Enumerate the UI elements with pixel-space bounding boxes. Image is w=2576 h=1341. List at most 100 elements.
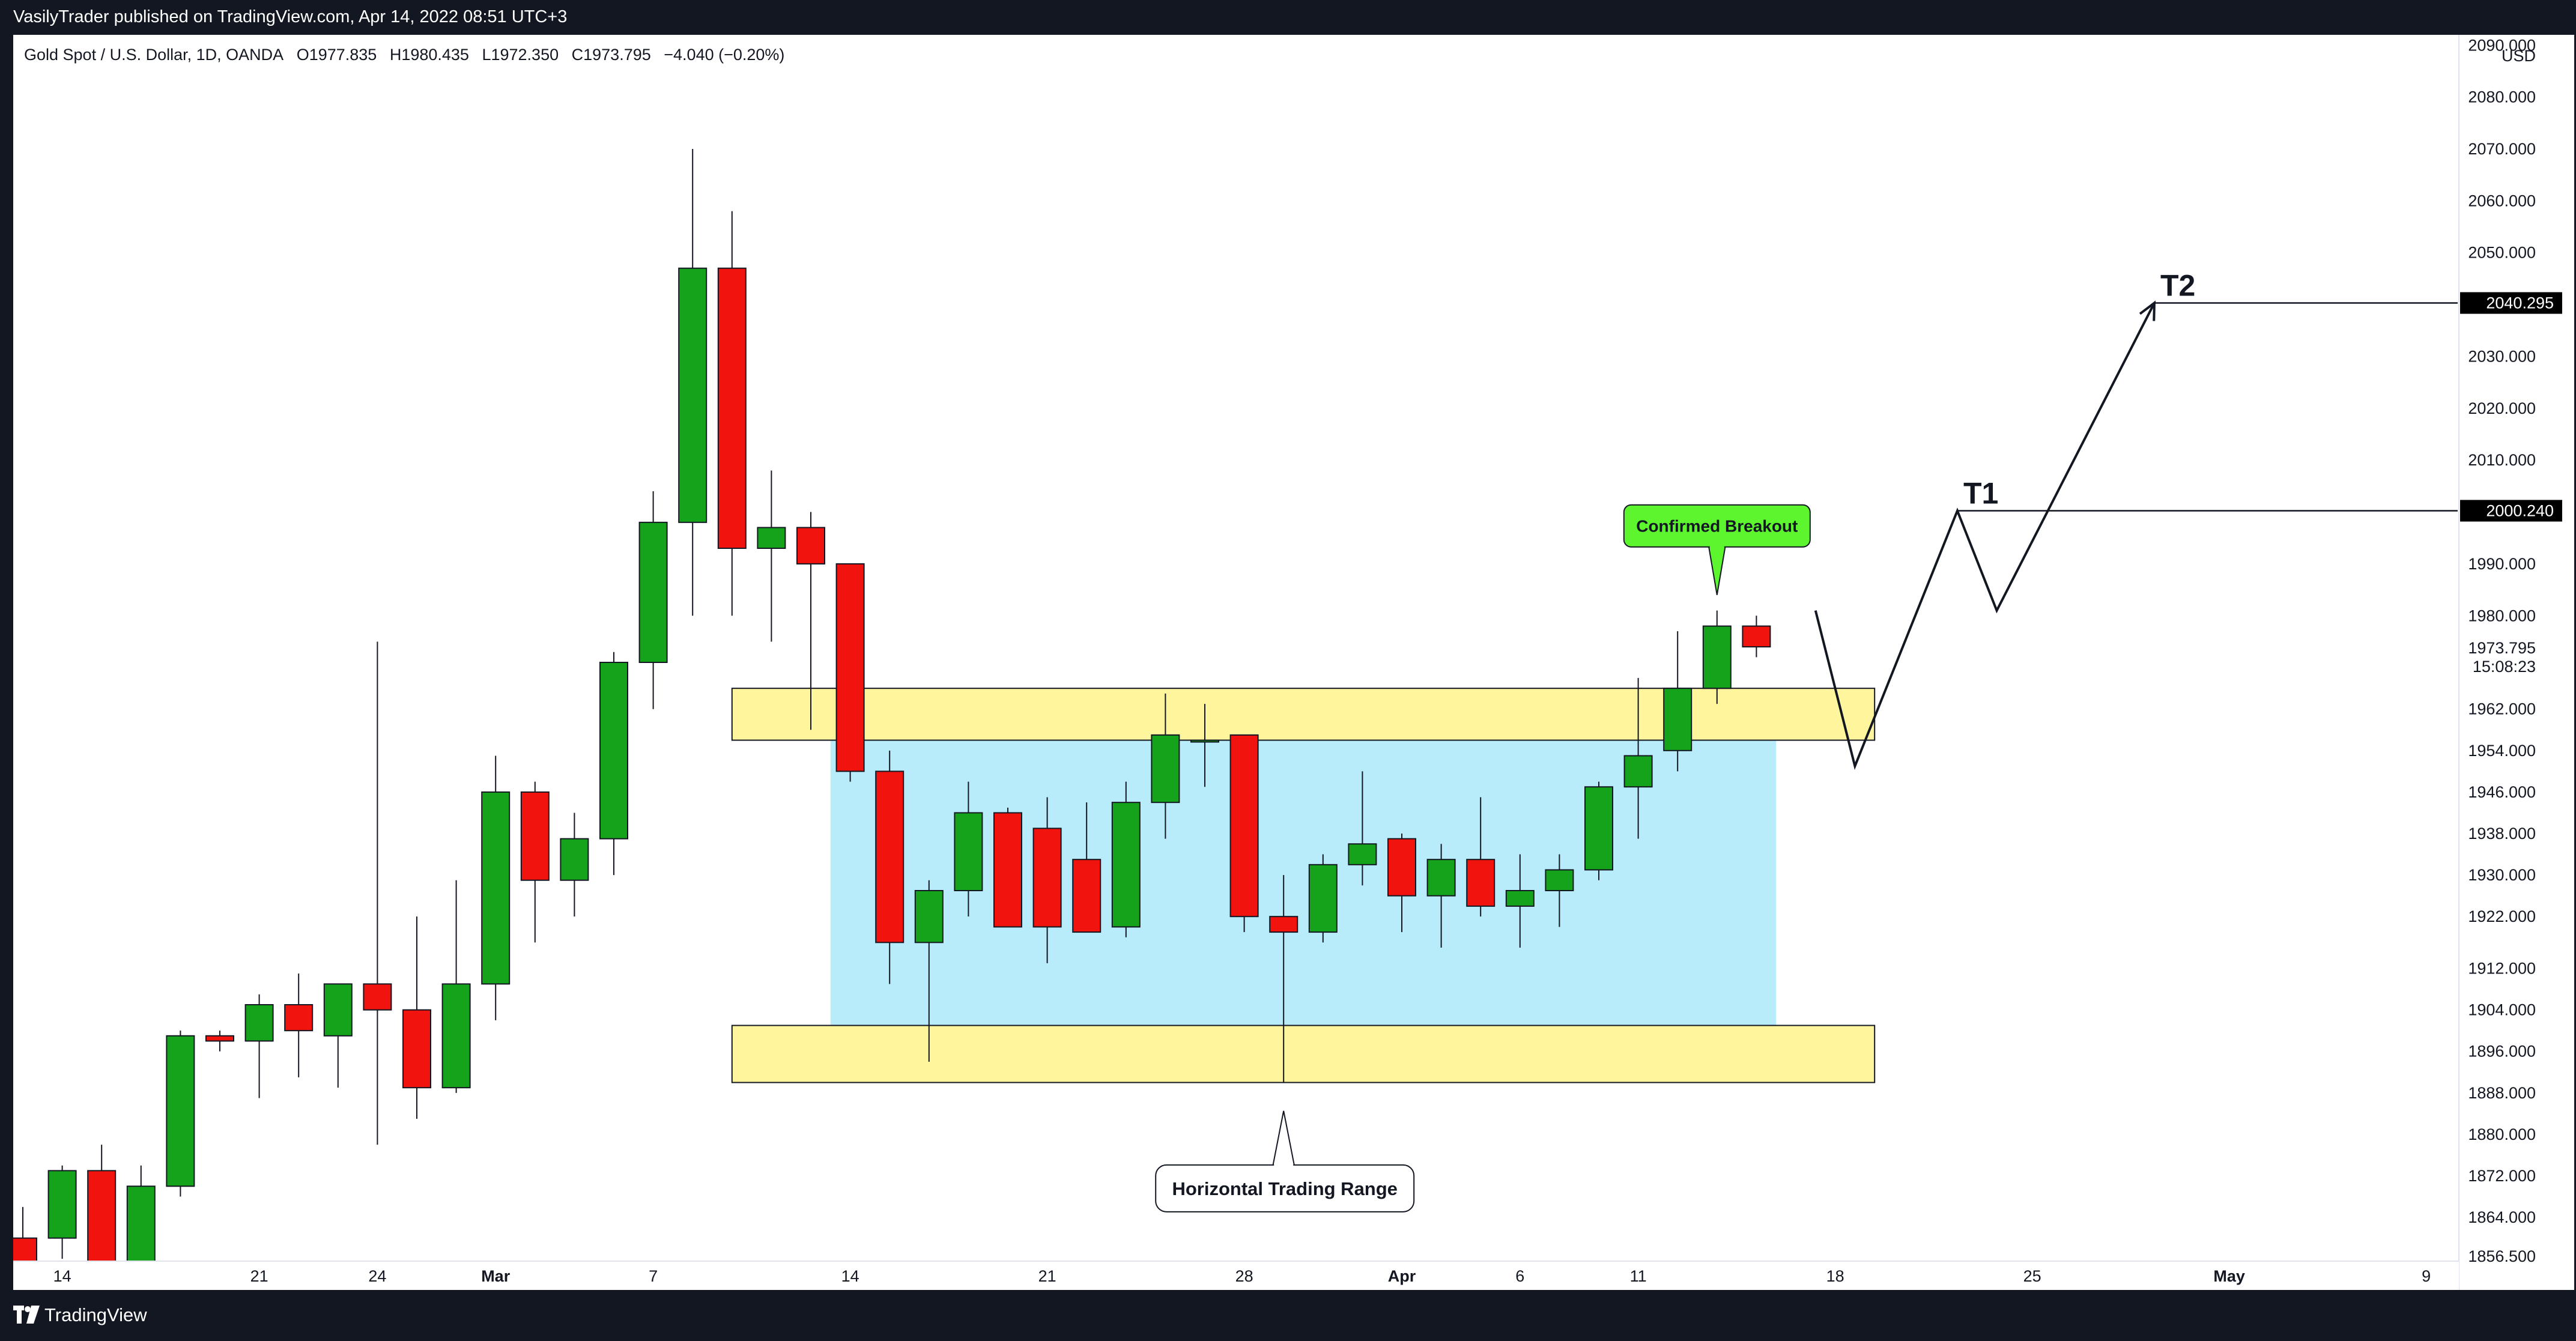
y-tick-label: 1856.500 [2468,1247,2536,1265]
breakout-callout: Confirmed Breakout [1623,504,1811,595]
legend-symbol: Gold Spot / U.S. Dollar, 1D, OANDA [24,46,284,64]
candle [481,755,511,1020]
x-tick-label: 11 [1630,1267,1647,1285]
candle [993,807,1022,928]
candle [1269,875,1299,1083]
callout-joint [1274,1163,1294,1167]
candle [205,1031,234,1052]
trading-range [830,740,1777,1026]
candle [757,470,786,642]
x-tick-label: 7 [649,1267,658,1285]
callout-joint [1709,544,1724,548]
candle [520,781,550,943]
x-tick-label: 21 [1038,1267,1056,1285]
candle-body-down [993,812,1022,928]
legend-high: H1980.435 [389,46,469,64]
x-tick-label: 18 [1826,1267,1844,1285]
y-tick-label: 2010.000 [2468,451,2536,469]
y-tick-label: 2080.000 [2468,88,2536,106]
x-tick-label: 14 [841,1267,859,1285]
candle [835,563,865,782]
target-price-badge [2460,292,2562,314]
y-tick-label: 1980.000 [2468,607,2536,625]
candle-body-up [244,1004,274,1042]
x-tick-label: 14 [53,1267,71,1285]
callout-text: Horizontal Trading Range [1172,1178,1397,1199]
candle-body-down [363,983,392,1011]
y-tick-label: 1946.000 [2468,783,2536,801]
candle-body-up [441,983,471,1089]
candle-body-down [1269,916,1299,933]
candle [638,491,668,709]
target-label: T1 [1963,476,1998,510]
candle [1111,781,1141,937]
y-tick-label: 1922.000 [2468,907,2536,925]
bottom-bar: TradingView [0,1290,2576,1341]
support-zone [731,1025,1876,1083]
candle-body-up [1545,869,1574,892]
candle-layer [13,149,1771,1280]
y-tick-label: 2090.000 [2468,36,2536,54]
candle-body-up [560,838,589,881]
candle-body-up [1584,786,1613,871]
candle [284,973,314,1077]
y-tick-label: 1888.000 [2468,1084,2536,1102]
candle-body-up [1151,734,1180,804]
candle-body-down [87,1170,117,1270]
y-tick-label: 1912.000 [2468,960,2536,978]
candle [1348,771,1377,886]
candle-body-up [757,527,786,549]
tradingview-brand: TradingView [44,1304,147,1325]
last-price-label: 1973.795 [2468,639,2536,657]
tradingview-logo-icon [13,1306,40,1324]
candle [47,1165,77,1259]
candle-body-up [914,890,944,943]
projection-path [1814,302,2156,770]
candle [441,880,471,1093]
callout-text: Confirmed Breakout [1636,517,1798,536]
candle-body-up [1348,843,1377,865]
candle-body-up [1308,864,1338,933]
countdown-label: 15:08:23 [2473,658,2536,676]
chart-area[interactable]: T1 T2 Confirmed Breakout Horizontal Trading… [13,35,2574,1290]
y-tick-label: 1896.000 [2468,1043,2536,1061]
candle-body-down [520,791,550,881]
target-price-label: 2000.240 [2486,501,2554,519]
drawing-layer: T1 T2 Confirmed Breakout Horizontal Trading… [1155,269,2458,1212]
candle-body-down [1387,838,1416,897]
price-axis-bg [2459,35,2574,1290]
currency-label: USD [2502,47,2536,65]
legend-open: O1977.835 [296,46,377,64]
candle [875,750,905,984]
y-tick-label: 2060.000 [2468,192,2536,210]
candle-body-up [678,267,708,523]
candle [323,983,353,1088]
candle-body-down [1032,828,1062,928]
candle [1387,834,1416,933]
candle-body-down [796,527,825,565]
y-tick-label: 2020.000 [2468,399,2536,417]
y-tick-label: 1904.000 [2468,1001,2536,1019]
resistance-zone [731,688,1876,741]
candle [402,916,431,1119]
candle [1426,844,1456,948]
projection-arrowhead [2139,300,2156,321]
legend-low: L1972.350 [482,46,559,64]
candle [1190,704,1219,787]
x-tick-label: Apr [1388,1267,1416,1285]
candle-body-up [1505,890,1535,907]
callout-pointer [1271,1110,1296,1167]
candle [1151,693,1180,839]
candle [560,813,589,917]
candle [717,211,747,616]
candle [1584,781,1613,880]
target-price-label: 2040.295 [2486,294,2554,312]
y-tick-label: 2030.000 [2468,347,2536,365]
y-tick-label: 2070.000 [2468,140,2536,158]
x-tick-label: 9 [2422,1267,2431,1285]
candle [1545,854,1574,927]
y-tick-label: 1962.000 [2468,700,2536,718]
price-chart[interactable]: T1 T2 Confirmed Breakout Horizontal Trading… [13,35,2574,1290]
candle [914,880,944,1062]
legend-close: C1973.795 [571,46,651,64]
